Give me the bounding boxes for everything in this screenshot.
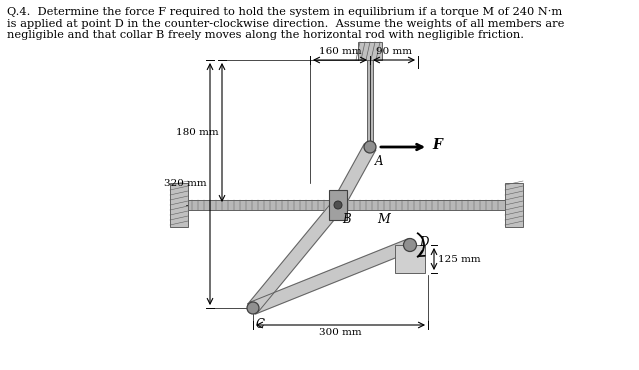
- Text: B: B: [342, 213, 351, 226]
- Circle shape: [334, 201, 342, 209]
- Bar: [170, 183, 188, 227]
- Text: 180 mm: 180 mm: [176, 128, 219, 137]
- Text: D: D: [419, 236, 428, 249]
- Circle shape: [247, 302, 259, 314]
- Text: 90 mm: 90 mm: [376, 47, 412, 56]
- Text: Q.4.  Determine the force F required to hold the system in equilibrium if a torq: Q.4. Determine the force F required to h…: [7, 7, 564, 40]
- Text: 160 mm: 160 mm: [319, 47, 361, 56]
- Text: A: A: [375, 155, 383, 168]
- Polygon shape: [250, 239, 412, 314]
- Text: 300 mm: 300 mm: [320, 328, 362, 337]
- Polygon shape: [248, 201, 343, 312]
- Polygon shape: [332, 144, 376, 208]
- Text: C: C: [256, 318, 265, 331]
- Text: F: F: [432, 138, 442, 152]
- Bar: [358, 42, 382, 60]
- Bar: [505, 183, 523, 227]
- Bar: [329, 190, 347, 220]
- Text: 320 mm: 320 mm: [164, 179, 207, 188]
- Circle shape: [403, 239, 417, 252]
- Bar: [188, 200, 505, 210]
- Bar: [395, 245, 425, 273]
- Text: 125 mm: 125 mm: [438, 255, 481, 263]
- Bar: [367, 60, 373, 147]
- Text: M: M: [377, 213, 390, 226]
- Circle shape: [364, 141, 376, 153]
